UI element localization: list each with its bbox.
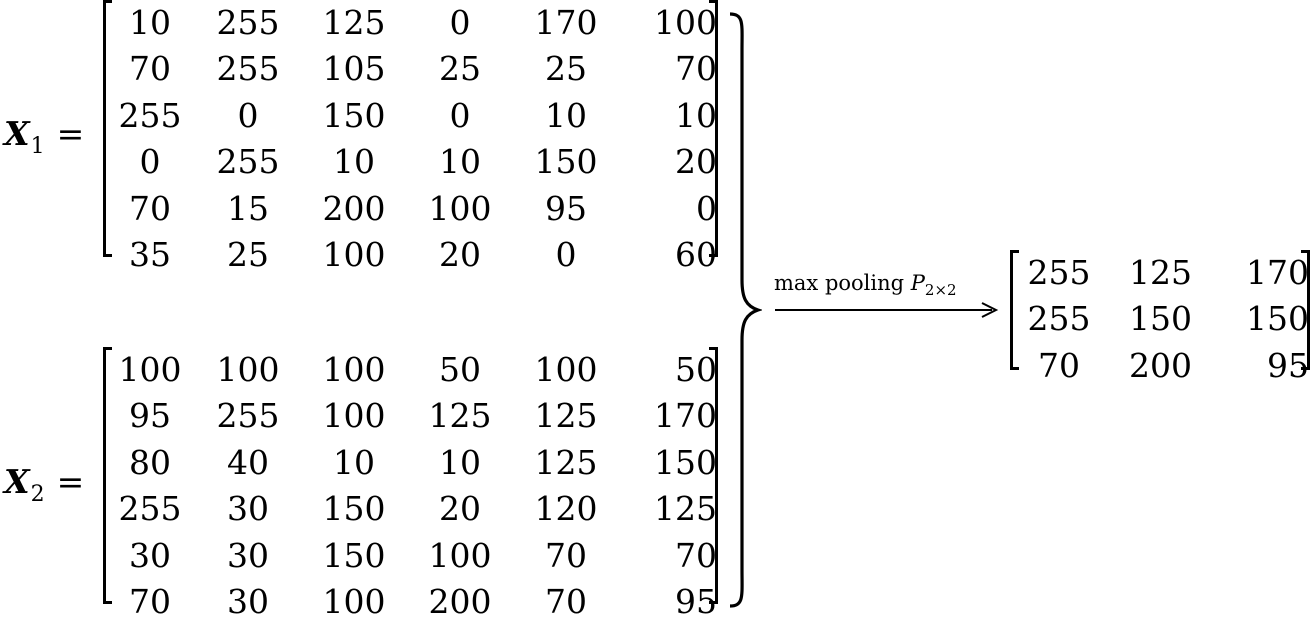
matrix-cell: 255 [1027,253,1091,292]
matrix-cell: 25 [227,234,269,274]
x1-label: X 1 = [4,114,85,159]
matrix-cell: 200 [322,188,386,228]
matrix-cell: 100 [322,396,386,436]
matrix-cell: 125 [654,489,717,529]
matrix-cell: 125 [1129,253,1192,292]
matrix-cell: 125 [428,396,492,436]
matrix-cell: 10 [333,142,375,182]
matrix-cell: 30 [227,489,269,529]
matrix-cell: 70 [129,581,171,621]
matrix-cell: 100 [428,188,492,228]
matrix-cell: 125 [534,442,598,482]
matrix-cell: 150 [322,535,386,575]
matrix-cell: 20 [439,489,481,529]
x1-symbol: X [4,114,30,153]
matrix-cell: 100 [216,350,280,389]
matrix-cell: 10 [439,142,481,182]
matrix-cell: 150 [1129,299,1192,339]
matrix-cell: 70 [545,581,587,621]
matrix-cell: 20 [675,142,717,182]
matrix-cell: 0 [555,234,577,274]
operation-label: max pooling P2×2 [774,271,957,299]
matrix-cell: 25 [439,49,481,89]
matrix-cell: 150 [534,142,598,182]
right-brace [729,12,762,608]
matrix-cell: 20 [439,234,481,274]
matrix-cell: 30 [227,581,269,621]
matrix-cell: 10 [129,3,171,42]
matrix-cell: 10 [675,95,717,135]
matrix-cell: 170 [654,396,717,436]
result-matrix: 255 125 170 255 150 150 70 200 95 [1010,250,1310,385]
matrix-cell: 255 [118,489,182,529]
matrix-cell: 150 [654,442,717,482]
matrix-cell: 35 [129,234,171,274]
matrix-cell: 70 [1038,345,1080,385]
matrix-cell: 70 [129,188,171,228]
x2-matrix: 100 100 100 50 100 50 95 255 100 125 125 170 80 40 10 1… [103,347,718,621]
matrix-cell: 255 [1027,299,1091,339]
x1-matrix: 10 255 125 0 170 100 70 255 105 25 25 70 255 0 150 0 10 1… [103,0,718,274]
matrix-cell: 10 [439,442,481,482]
matrix-cell: 100 [322,350,386,389]
matrix-cell: 105 [322,49,386,89]
matrix-cell: 100 [654,3,717,42]
matrix-cell: 0 [139,142,161,182]
matrix-cell: 150 [322,489,386,529]
x1-equals: = [56,114,85,153]
matrix-cell: 95 [545,188,587,228]
matrix-cell: 255 [216,49,280,89]
matrix-cell: 100 [322,581,386,621]
matrix-cell: 30 [129,535,171,575]
matrix-cell: 40 [227,442,269,482]
matrix-cell: 50 [439,350,481,389]
matrix-cell: 100 [322,234,386,274]
matrix-cell: 150 [1246,299,1309,339]
matrix-cell: 10 [545,95,587,135]
matrix-cell: 120 [534,489,598,529]
matrix-cell: 200 [1129,345,1192,385]
matrix-cell: 95 [1267,345,1309,385]
matrix-cell: 30 [227,535,269,575]
x2-symbol: X [4,462,30,501]
matrix-cell: 0 [696,188,717,228]
matrix-cell: 80 [129,442,171,482]
matrix-cell: 70 [675,535,717,575]
matrix-cell: 70 [129,49,171,89]
matrix-cell: 150 [322,95,386,135]
operation-symbol: P [910,271,926,295]
operation-subscript: 2×2 [925,281,957,299]
matrix-cell: 125 [534,396,598,436]
x2-label: X 2 = [4,462,85,507]
matrix-cell: 255 [216,396,280,436]
matrix-cell: 0 [237,95,259,135]
matrix-cell: 100 [428,535,492,575]
matrix-cell: 70 [545,535,587,575]
x1-subscript: 1 [30,134,45,159]
matrix-cell: 70 [675,49,717,89]
matrix-cell: 50 [675,350,717,389]
matrix-cell: 255 [216,142,280,182]
matrix-cell: 100 [534,350,598,389]
x2-equals: = [56,462,85,501]
matrix-cell: 15 [227,188,269,228]
max-pooling-arrow: max pooling P2×2 [774,271,999,318]
matrix-cell: 95 [675,581,717,621]
matrix-cell: 200 [428,581,492,621]
matrix-cell: 255 [216,3,280,42]
matrix-cell: 170 [534,3,598,42]
matrix-cell: 255 [118,95,182,135]
matrix-cell: 0 [449,95,471,135]
x2-subscript: 2 [30,482,45,507]
matrix-cell: 125 [322,3,386,42]
matrix-cell: 100 [118,350,182,389]
operation-text: max pooling [774,271,911,295]
matrix-cell: 0 [449,3,471,42]
matrix-cell: 60 [675,234,717,274]
matrix-cell: 25 [545,49,587,89]
matrix-cell: 170 [1246,253,1309,292]
matrix-cell: 10 [333,442,375,482]
matrix-cell: 95 [129,396,171,436]
